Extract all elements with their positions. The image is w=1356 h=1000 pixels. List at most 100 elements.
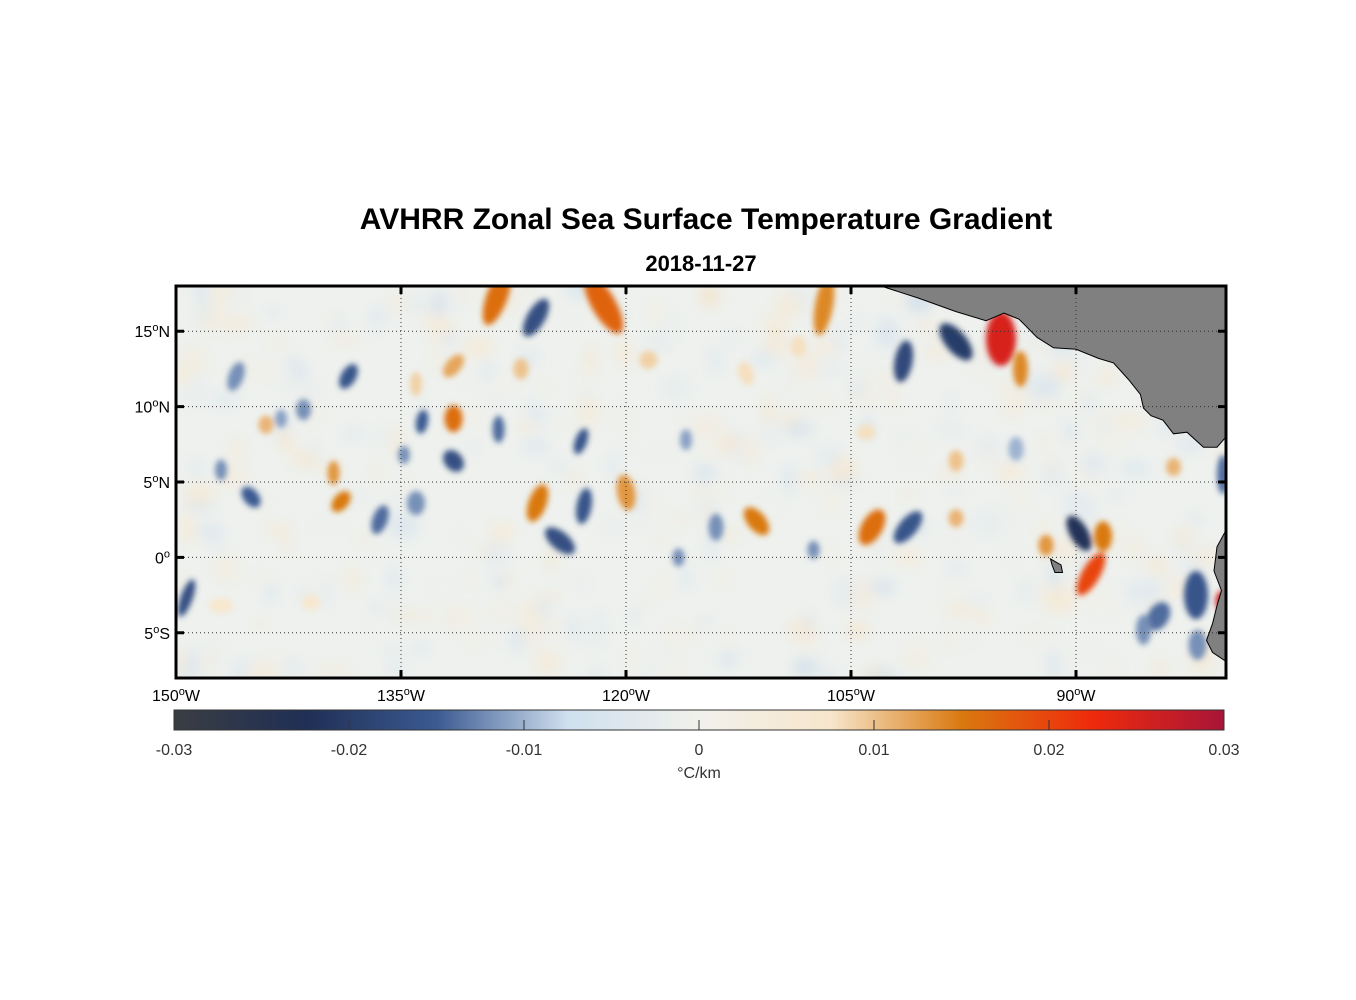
gradient-feature [177,579,196,617]
texture-cell [1083,391,1093,416]
gradient-feature [1013,350,1028,388]
texture-cell [533,647,562,676]
texture-cell [647,298,665,327]
texture-cell [176,566,185,594]
colorbar-tick-label: 0.03 [1208,742,1239,759]
colorbar-tick-label: 0.02 [1033,742,1064,759]
texture-cell [458,405,483,427]
texture-cell [1190,515,1201,525]
gradient-feature [583,286,624,334]
gradient-feature [893,511,923,544]
texture-cell [720,526,742,543]
gradient-feature [227,362,245,391]
texture-cell [761,336,793,357]
texture-cell [189,376,204,406]
texture-cell [818,668,836,678]
texture-cell [692,462,717,485]
gradient-feature [1217,454,1226,495]
colorbar-tick-label: -0.03 [156,742,193,759]
gradient-feature [1094,521,1112,552]
texture-cell [646,447,677,459]
gradient-feature [737,361,755,386]
texture-cell [550,461,567,472]
gradient-feature [807,540,820,559]
texture-cell [1000,544,1022,564]
texture-cell [285,356,298,367]
gradient-feature [1076,552,1106,596]
gradient-feature [575,488,593,524]
texture-cell [946,562,967,576]
texture-cell [823,539,837,567]
texture-cell [668,628,701,642]
gradient-feature [492,415,505,443]
texture-cell [415,609,435,618]
texture-cell [709,568,733,586]
x-tick-label: 150oW [152,686,201,705]
texture-cell [515,286,542,295]
latitude-axis: 15oN 10oN 5oN 0o 5oS [135,322,1226,643]
texture-cell [695,616,713,629]
texture-cell [846,621,870,641]
colorbar-tick-label: 0 [695,742,704,759]
texture-cell [624,647,637,670]
texture-cell [250,363,279,381]
texture-cell [188,458,206,477]
colorbar-unit-label: °C/km [677,765,721,782]
gradient-feature [482,286,512,326]
texture-cell [226,286,248,302]
texture-cell [576,576,589,593]
texture-cell [341,566,364,592]
texture-cell [815,339,836,356]
texture-cell [182,509,194,541]
texture-cell [635,599,645,611]
texture-cell [1033,577,1049,591]
texture-cell [600,517,624,538]
gradient-feature [241,486,261,508]
chart-subtitle: 2018-11-27 [645,251,757,276]
y-tick-label: 5oS [144,624,170,643]
texture-cell [1009,486,1031,512]
gradient-feature [371,505,389,535]
texture-cell [1094,367,1119,387]
texture-cell [489,598,514,625]
texture-cell [888,383,898,410]
gradient-feature [813,286,835,336]
texture-cell [866,668,899,678]
texture-cell [693,553,704,562]
texture-cell [195,286,209,307]
texture-cell [762,394,775,426]
gradient-feature [258,415,274,434]
texture-cell [566,614,578,642]
texture-cell [609,452,619,482]
texture-cell [488,522,515,542]
texture-cell [654,530,670,547]
texture-cell [248,660,279,678]
gradient-feature [1188,629,1207,660]
texture-cell [253,484,271,516]
gradient-feature [708,513,724,541]
longitude-axis: 150oW 135oW 120oW 105oW 90oW [152,286,1096,705]
gradient-feature [275,409,287,428]
texture-cell [914,320,942,332]
texture-cell [212,554,241,583]
texture-cell [553,415,569,431]
gradient-feature [1038,534,1054,556]
texture-cell [1115,413,1148,430]
texture-cell [310,518,343,533]
texture-cell [1088,408,1119,429]
gradient-feature [986,311,1016,366]
texture-cell [1176,434,1187,444]
texture-cell [282,528,292,554]
texture-cell [727,327,742,347]
texture-cell [1123,534,1148,565]
texture-cell [778,411,803,427]
texture-cell [629,609,639,622]
texture-cell [732,436,744,466]
texture-cell [1047,453,1057,477]
graticule [176,286,1226,678]
texture-cell [1022,629,1043,644]
x-tick-label: 120oW [602,686,651,705]
texture-cell [694,481,704,501]
texture-cell [564,472,583,486]
texture-cell [404,295,434,315]
